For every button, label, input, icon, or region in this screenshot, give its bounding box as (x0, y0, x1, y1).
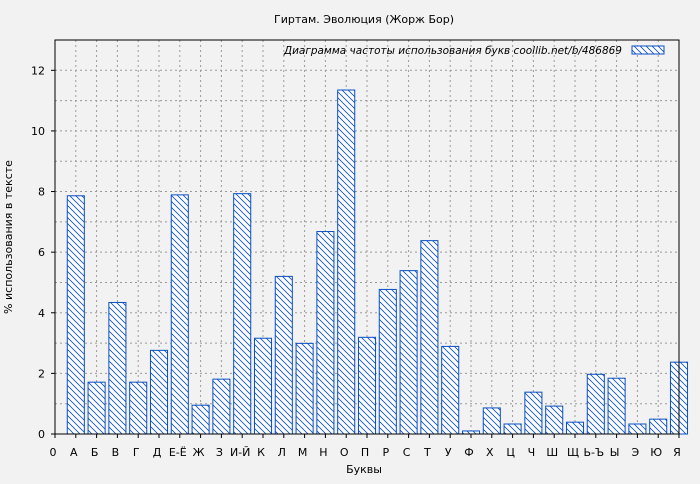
x-tick-label: Е-Ё (169, 446, 187, 459)
bar-Ч (524, 391, 543, 435)
legend-swatch (631, 45, 665, 55)
x-axis-label: Буквы (346, 463, 382, 476)
bar-Ш (545, 405, 564, 435)
x-tick-label: М (298, 446, 308, 459)
x-tick-label: Я (673, 446, 681, 459)
y-tick-label: 8 (38, 186, 45, 199)
bar-Ж (191, 404, 210, 435)
bar-В (108, 301, 127, 435)
bar-У (441, 345, 460, 435)
y-tick-label: 12 (31, 64, 45, 77)
x-tick-label: Щ (567, 446, 579, 459)
legend-label: Диаграмма частоты использования букв coo… (283, 45, 622, 57)
bar-М (295, 342, 314, 435)
bar-О (337, 89, 356, 435)
x-tick-label: У (445, 446, 452, 459)
bar-Ю (649, 418, 668, 435)
y-axis-label: % использования в тексте (2, 160, 15, 314)
x-tick-label: Р (382, 446, 389, 459)
x-tick-label: Ю (650, 446, 662, 459)
y-tick-label: 4 (38, 307, 45, 320)
x-tick-label: И-Й (230, 446, 250, 459)
x-tick-label: П (361, 446, 369, 459)
x-tick-label: А (70, 446, 78, 459)
x-tick-label: Т (423, 446, 431, 459)
x-tick-label: Э (632, 446, 640, 459)
y-tick-label: 0 (38, 428, 45, 441)
bar-С (399, 270, 418, 435)
x-tick-label: К (257, 446, 265, 459)
bar-П (357, 336, 377, 435)
bar-А (66, 195, 85, 435)
y-tick-label: 6 (38, 246, 45, 259)
x-tick-label: Ц (506, 446, 515, 459)
x-tick-label: О (340, 446, 349, 459)
bar-Ь-Ъ (586, 373, 605, 435)
x-tick-label: Д (153, 446, 162, 459)
bar-Щ (565, 421, 585, 435)
bar-Б (87, 381, 106, 435)
x-tick-label: Н (319, 446, 327, 459)
chart-title: Гиртам. Эволюция (Жорж Бор) (274, 13, 454, 26)
x-tick-label: Ы (610, 446, 620, 459)
bar-И-Й (233, 193, 252, 435)
y-tick-label: 10 (31, 125, 45, 138)
bar-З (212, 378, 231, 435)
bar-Л (274, 275, 293, 435)
legend: Диаграмма частоты использования букв coo… (283, 45, 665, 57)
bar-Г (129, 381, 148, 435)
x-tick-label: Б (91, 446, 99, 459)
bar-Ы (607, 377, 626, 435)
bar-Р (378, 288, 397, 435)
x-tick-label: Л (278, 446, 286, 459)
x-tick-label: Ч (528, 446, 536, 459)
bar-Е-Ё (170, 194, 189, 435)
x-tick-label: Г (133, 446, 140, 459)
bar-Ц (503, 423, 522, 435)
x-tick-label: Ь-Ъ (583, 446, 604, 459)
bar-Э (628, 423, 647, 435)
x-tick-label: С (403, 446, 411, 459)
bar-Д (149, 349, 169, 435)
x-tick-label: 0 (50, 446, 57, 459)
x-tick-label: Ж (193, 446, 205, 459)
bar-К (253, 337, 273, 435)
x-tick-label: Ф (464, 446, 473, 459)
x-tick-label: Х (486, 446, 494, 459)
bar-Н (316, 231, 335, 435)
x-tick-label: З (216, 446, 223, 459)
x-tick-label: В (112, 446, 120, 459)
y-tick-label: 2 (38, 367, 45, 380)
x-tick-label: Ш (546, 446, 558, 459)
bar-Т (420, 240, 439, 435)
bar-Х (482, 407, 501, 435)
bars (66, 89, 689, 435)
